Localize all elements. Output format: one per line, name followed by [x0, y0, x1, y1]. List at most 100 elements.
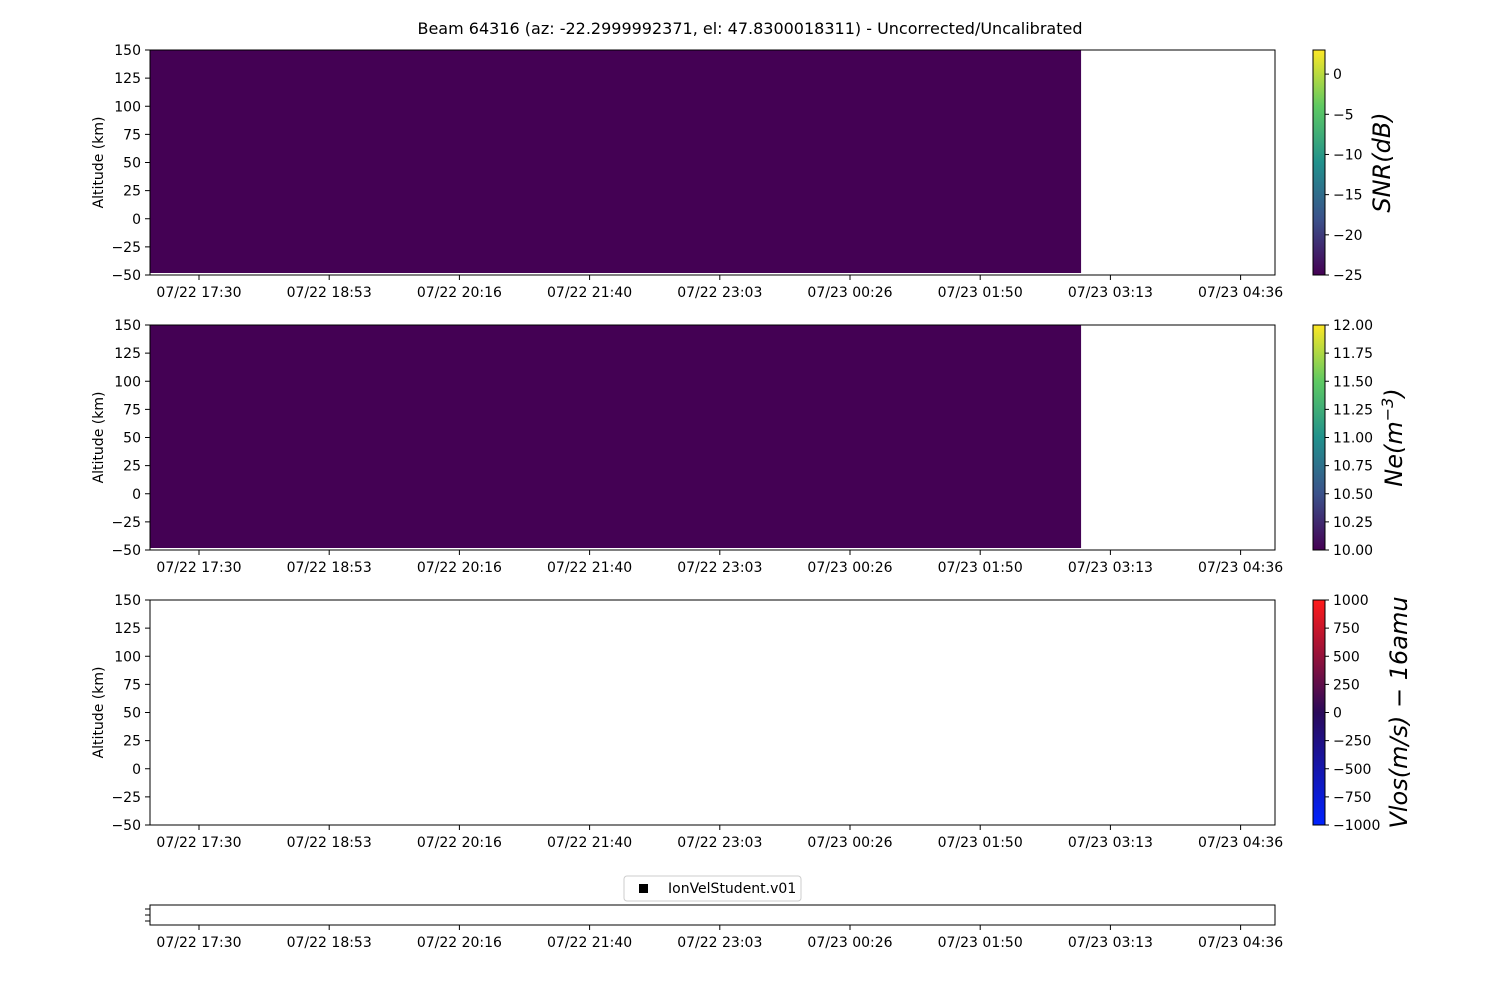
y-tick-label: 75 [123, 402, 141, 418]
x-tick-label: 07/23 01:50 [938, 935, 1023, 951]
colorbar-tick-label: −750 [1333, 790, 1371, 806]
colorbar-tick-label: −15 [1333, 188, 1363, 204]
colorbar-label: SNR(dB) [1368, 112, 1396, 212]
y-tick-label: 150 [114, 318, 141, 334]
y-tick-label: −50 [111, 268, 141, 284]
colorbar-tick-label: 10.75 [1333, 459, 1373, 475]
heatmap-fill [150, 325, 1082, 548]
y-tick-label: 100 [114, 99, 141, 115]
x-tick-label: 07/23 04:36 [1198, 560, 1283, 576]
y-tick-label: 125 [114, 346, 141, 362]
colorbar-gradient [1312, 49, 1326, 276]
colorbar-tick-label: −10 [1333, 147, 1363, 163]
x-tick-label: 07/22 17:30 [156, 835, 241, 851]
y-tick-label: 75 [123, 127, 141, 143]
colorbar-tick-label: −250 [1333, 734, 1371, 750]
colorbar-tick-label: 500 [1333, 649, 1360, 665]
heatmap-fill [150, 50, 1082, 273]
y-tick-label: 25 [123, 459, 141, 475]
y-tick-label: 25 [123, 734, 141, 750]
y-tick-label: 0 [132, 487, 141, 503]
y-tick-label: 25 [123, 184, 141, 200]
legend: IonVelStudent.v01 [623, 875, 802, 902]
x-tick-label: 07/22 21:40 [547, 560, 632, 576]
y-tick-label: 100 [114, 374, 141, 390]
y-tick-label: −25 [111, 790, 141, 806]
legend-box [623, 875, 802, 902]
panel-4: 07/22 17:30 07/22 18:53 07/22 20:16 07/22 2… [145, 875, 1283, 951]
y-tick-label: −50 [111, 818, 141, 834]
x-tick-label: 07/23 01:50 [938, 835, 1023, 851]
x-tick-label: 07/22 23:03 [677, 285, 762, 301]
y-tick-label: 125 [114, 71, 141, 87]
y-tick-label: 150 [114, 593, 141, 609]
y-tick-label: 0 [132, 762, 141, 778]
x-tick-label: 07/22 21:40 [547, 835, 632, 851]
x-tick-label: 07/22 20:16 [417, 560, 502, 576]
y-tick-label: 75 [123, 677, 141, 693]
x-tick-label: 07/22 18:53 [287, 285, 372, 301]
colorbar-tick-label: 10.50 [1333, 487, 1373, 503]
y-tick-label: 150 [114, 43, 141, 59]
x-tick-label: 07/23 00:26 [807, 285, 892, 301]
colorbar-tick-label: 11.50 [1333, 374, 1373, 390]
x-tick-label: 07/23 01:50 [938, 560, 1023, 576]
colorbar-tick-label: 10.00 [1333, 543, 1373, 559]
x-tick-label: 07/22 18:53 [287, 835, 372, 851]
y-axis-label: Altitude (km) [91, 667, 107, 759]
y-tick-label: 125 [114, 621, 141, 637]
y-tick-label: −25 [111, 515, 141, 531]
colorbar-tick-label: 1000 [1333, 593, 1369, 609]
x-tick-label: 07/23 04:36 [1198, 935, 1283, 951]
x-tick-label: 07/22 23:03 [677, 560, 762, 576]
x-tick-label: 07/22 23:03 [677, 835, 762, 851]
colorbar-tick-label: 0 [1333, 706, 1342, 722]
colorbar-gradient [1312, 599, 1326, 826]
x-tick-label: 07/22 17:30 [156, 560, 241, 576]
colorbar-tick-label: −20 [1333, 228, 1363, 244]
y-tick-label: −25 [111, 240, 141, 256]
colorbar-tick-label: −1000 [1333, 818, 1380, 834]
colorbar-2: 12.00 11.75 11.50 11.25 11.00 10.75 10.50 10.25… [1312, 318, 1409, 559]
x-tick-label: 07/23 04:36 [1198, 835, 1283, 851]
x-tick-label: 07/22 20:16 [417, 935, 502, 951]
x-tick-label: 07/23 00:26 [807, 835, 892, 851]
y-axis-label: Altitude (km) [91, 392, 107, 484]
x-tick-label: 07/22 23:03 [677, 935, 762, 951]
panel-2: 150 125 100 75 50 25 0 −25 −50 Altitude (km) 07/22… [91, 318, 1408, 576]
colorbar-1: 0 −5 −10 −15 −20 −25 SNR(dB) [1312, 49, 1396, 284]
colorbar-tick-label: 250 [1333, 677, 1360, 693]
colorbar-3: 1000 750 500 250 0 −250 −500 −750 −1000 Vlos(m/s)… [1312, 593, 1413, 834]
colorbar-tick-label: 750 [1333, 621, 1360, 637]
y-tick-label: 50 [123, 431, 141, 447]
y-tick-label: 0 [132, 212, 141, 228]
y-tick-label: −50 [111, 543, 141, 559]
y-axis-label: Altitude (km) [91, 117, 107, 209]
x-tick-label: 07/22 17:30 [156, 285, 241, 301]
x-tick-label: 07/22 17:30 [156, 935, 241, 951]
legend-marker [639, 884, 648, 893]
legend-label: IonVelStudent.v01 [668, 881, 796, 897]
x-tick-label: 07/22 21:40 [547, 285, 632, 301]
colorbar-label: Ne(m−3) [1378, 388, 1409, 486]
colorbar-tick-label: −25 [1333, 268, 1363, 284]
y-tick-label: 100 [114, 649, 141, 665]
x-tick-label: 07/22 20:16 [417, 285, 502, 301]
colorbar-tick-label: 11.00 [1333, 431, 1373, 447]
colorbar-tick-label: −5 [1333, 107, 1354, 123]
figure-title: Beam 64316 (az: -22.2999992371, el: 47.8… [417, 19, 1082, 38]
colorbar-tick-label: 10.25 [1333, 515, 1373, 531]
x-tick-label: 07/23 03:13 [1068, 835, 1153, 851]
x-tick-label: 07/23 03:13 [1068, 935, 1153, 951]
x-tick-label: 07/22 21:40 [547, 935, 632, 951]
colorbar-tick-label: −500 [1333, 762, 1371, 778]
x-tick-label: 07/23 01:50 [938, 285, 1023, 301]
colorbar-tick-label: 12.00 [1333, 318, 1373, 334]
colorbar-tick-label: 11.75 [1333, 346, 1373, 362]
x-tick-label: 07/23 04:36 [1198, 285, 1283, 301]
x-tick-label: 07/22 20:16 [417, 835, 502, 851]
x-tick-label: 07/23 03:13 [1068, 285, 1153, 301]
